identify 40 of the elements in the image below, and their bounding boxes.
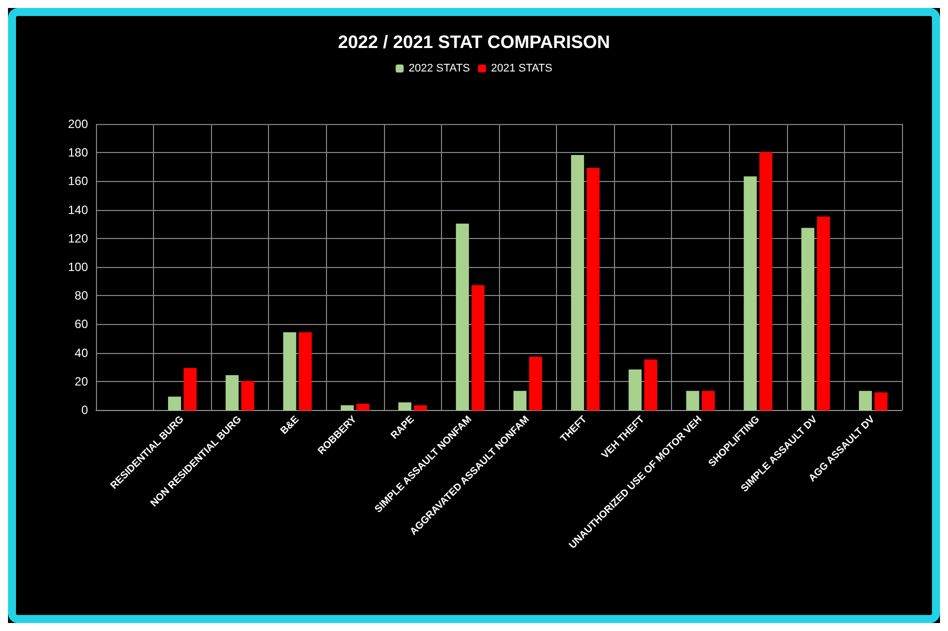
bar — [801, 228, 814, 410]
y-tick-label: 20 — [74, 374, 88, 388]
bar — [298, 332, 312, 410]
y-tick-label: 40 — [74, 346, 88, 360]
bar — [628, 369, 642, 410]
y-tick-label: 0 — [81, 403, 88, 417]
legend-label: 2021 STATS — [491, 62, 552, 74]
bar — [472, 285, 485, 410]
y-tick-label: 200 — [68, 117, 88, 131]
legend-label: 2022 STATS — [408, 62, 470, 74]
bar — [184, 368, 197, 410]
bar — [858, 390, 872, 410]
y-tick-label: 140 — [68, 202, 88, 217]
bar — [513, 390, 526, 410]
bar — [874, 392, 888, 410]
bar — [356, 404, 370, 410]
y-tick-label: 180 — [68, 146, 88, 160]
bar — [744, 176, 757, 410]
bar — [686, 390, 700, 410]
bar — [759, 152, 772, 410]
bar — [571, 154, 584, 410]
bar — [644, 359, 658, 410]
bar — [241, 380, 254, 410]
bar — [414, 405, 427, 410]
bar — [529, 356, 542, 410]
bar — [816, 216, 830, 410]
y-tick-label: 160 — [68, 174, 88, 188]
chart-title: 2022 / 2021 STAT COMPARISON — [338, 32, 610, 52]
bar — [340, 405, 354, 410]
bar — [398, 402, 412, 410]
bar — [226, 375, 239, 410]
y-tick-label: 80 — [74, 288, 88, 303]
bar — [283, 332, 296, 410]
bar — [586, 168, 600, 410]
y-tick-label: 100 — [68, 260, 88, 274]
bar — [702, 390, 715, 410]
bar — [168, 396, 182, 410]
y-tick-label: 60 — [74, 317, 88, 332]
y-tick-label: 120 — [68, 231, 88, 246]
bar — [456, 224, 469, 410]
